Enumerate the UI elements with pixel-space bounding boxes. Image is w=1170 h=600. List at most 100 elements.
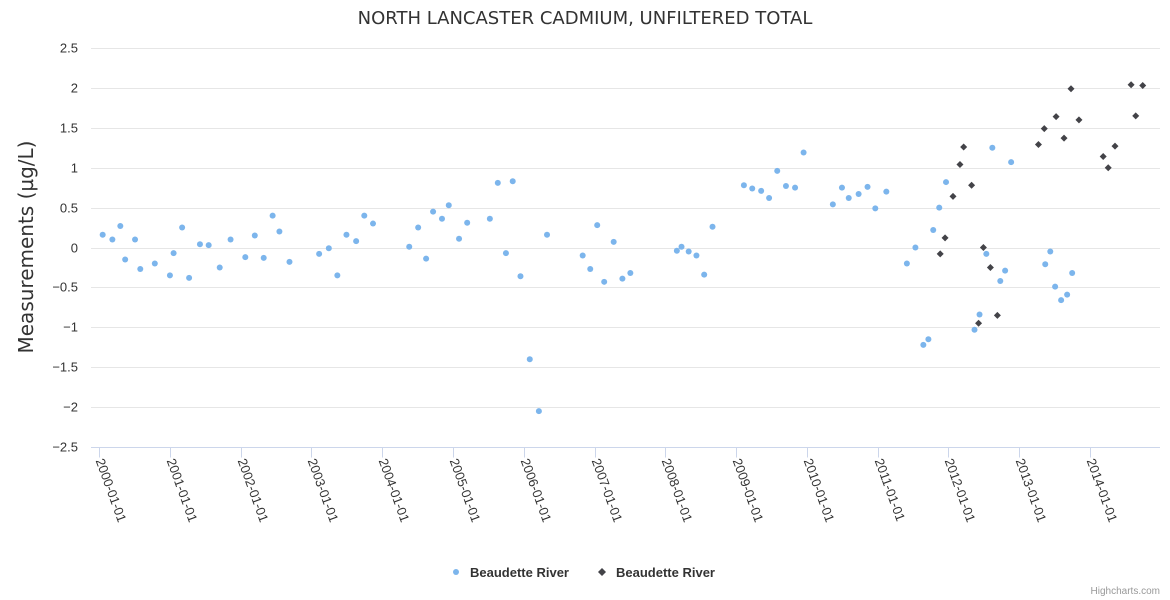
data-point[interactable] (179, 224, 186, 231)
data-point[interactable] (370, 220, 377, 227)
data-point[interactable] (936, 204, 943, 211)
data-point[interactable] (872, 205, 879, 212)
data-point[interactable] (334, 272, 341, 279)
data-point[interactable] (792, 184, 799, 191)
data-point[interactable] (941, 234, 949, 242)
data-point[interactable] (968, 181, 976, 189)
data-point[interactable] (956, 161, 964, 169)
data-point[interactable] (1064, 291, 1071, 298)
data-point[interactable] (132, 236, 139, 243)
data-point[interactable] (1127, 81, 1135, 89)
data-point[interactable] (920, 341, 927, 348)
data-point[interactable] (494, 179, 501, 186)
data-point[interactable] (1042, 261, 1049, 268)
data-point[interactable] (976, 311, 983, 318)
data-point[interactable] (619, 275, 626, 282)
data-point[interactable] (864, 183, 871, 190)
data-point[interactable] (509, 178, 516, 185)
data-point[interactable] (205, 242, 212, 249)
data-point[interactable] (343, 231, 350, 238)
data-point[interactable] (993, 311, 1001, 319)
data-point[interactable] (766, 195, 773, 202)
data-point[interactable] (1034, 141, 1042, 149)
data-point[interactable] (276, 228, 283, 235)
data-point[interactable] (406, 243, 413, 250)
data-point[interactable] (610, 238, 617, 245)
data-point[interactable] (960, 143, 968, 151)
data-point[interactable] (445, 202, 452, 209)
data-point[interactable] (997, 278, 1004, 285)
data-point[interactable] (269, 212, 276, 219)
data-point[interactable] (975, 319, 983, 327)
data-point[interactable] (526, 356, 533, 363)
legend-item-1[interactable]: Beaudette River (453, 565, 569, 580)
data-point[interactable] (486, 215, 493, 222)
data-point[interactable] (1060, 134, 1068, 142)
data-point[interactable] (855, 191, 862, 198)
data-point[interactable] (685, 248, 692, 255)
data-point[interactable] (517, 273, 524, 280)
data-point[interactable] (883, 188, 890, 195)
data-point[interactable] (544, 231, 551, 238)
data-point[interactable] (109, 236, 116, 243)
data-point[interactable] (1052, 113, 1060, 121)
data-point[interactable] (430, 208, 437, 215)
data-point[interactable] (800, 149, 807, 156)
data-point[interactable] (758, 187, 765, 194)
data-point[interactable] (535, 408, 542, 415)
data-point[interactable] (361, 212, 368, 219)
data-point[interactable] (579, 252, 586, 259)
data-point[interactable] (587, 266, 594, 273)
data-point[interactable] (242, 254, 249, 261)
data-point[interactable] (627, 270, 634, 277)
data-point[interactable] (99, 231, 106, 238)
data-point[interactable] (186, 274, 193, 281)
data-point[interactable] (151, 260, 158, 267)
data-point[interactable] (1058, 297, 1065, 304)
legend-item-2[interactable]: Beaudette River (598, 565, 715, 580)
data-point[interactable] (925, 336, 932, 343)
data-point[interactable] (260, 254, 267, 261)
data-point[interactable] (1069, 270, 1076, 277)
data-point[interactable] (464, 219, 471, 226)
data-point[interactable] (949, 192, 957, 200)
data-point[interactable] (986, 263, 994, 271)
data-point[interactable] (989, 144, 996, 151)
data-point[interactable] (774, 167, 781, 174)
data-point[interactable] (170, 250, 177, 257)
data-point[interactable] (325, 245, 332, 252)
data-point[interactable] (912, 244, 919, 251)
data-point[interactable] (1099, 153, 1107, 161)
data-point[interactable] (1139, 82, 1147, 90)
data-point[interactable] (903, 260, 910, 267)
data-point[interactable] (415, 224, 422, 231)
data-point[interactable] (423, 255, 430, 262)
data-point[interactable] (678, 243, 685, 250)
data-point[interactable] (227, 236, 234, 243)
data-point[interactable] (286, 258, 293, 265)
credits-link[interactable]: Highcharts.com (1091, 586, 1160, 597)
data-point[interactable] (983, 250, 990, 257)
data-point[interactable] (122, 256, 129, 263)
data-point[interactable] (196, 241, 203, 248)
data-point[interactable] (1040, 125, 1048, 133)
data-point[interactable] (316, 250, 323, 257)
data-point[interactable] (456, 235, 463, 242)
data-point[interactable] (1132, 112, 1140, 120)
data-point[interactable] (353, 238, 360, 245)
data-point[interactable] (251, 232, 258, 239)
data-point[interactable] (1002, 267, 1009, 274)
data-point[interactable] (782, 183, 789, 190)
data-point[interactable] (137, 266, 144, 273)
data-point[interactable] (930, 226, 937, 233)
data-point[interactable] (673, 247, 680, 254)
data-point[interactable] (1111, 142, 1119, 150)
data-point[interactable] (601, 278, 608, 285)
data-point[interactable] (216, 264, 223, 271)
data-point[interactable] (971, 326, 978, 333)
data-point[interactable] (1052, 283, 1059, 290)
data-point[interactable] (936, 250, 944, 258)
data-point[interactable] (1067, 85, 1075, 93)
data-point[interactable] (749, 185, 756, 192)
data-point[interactable] (1047, 248, 1054, 255)
